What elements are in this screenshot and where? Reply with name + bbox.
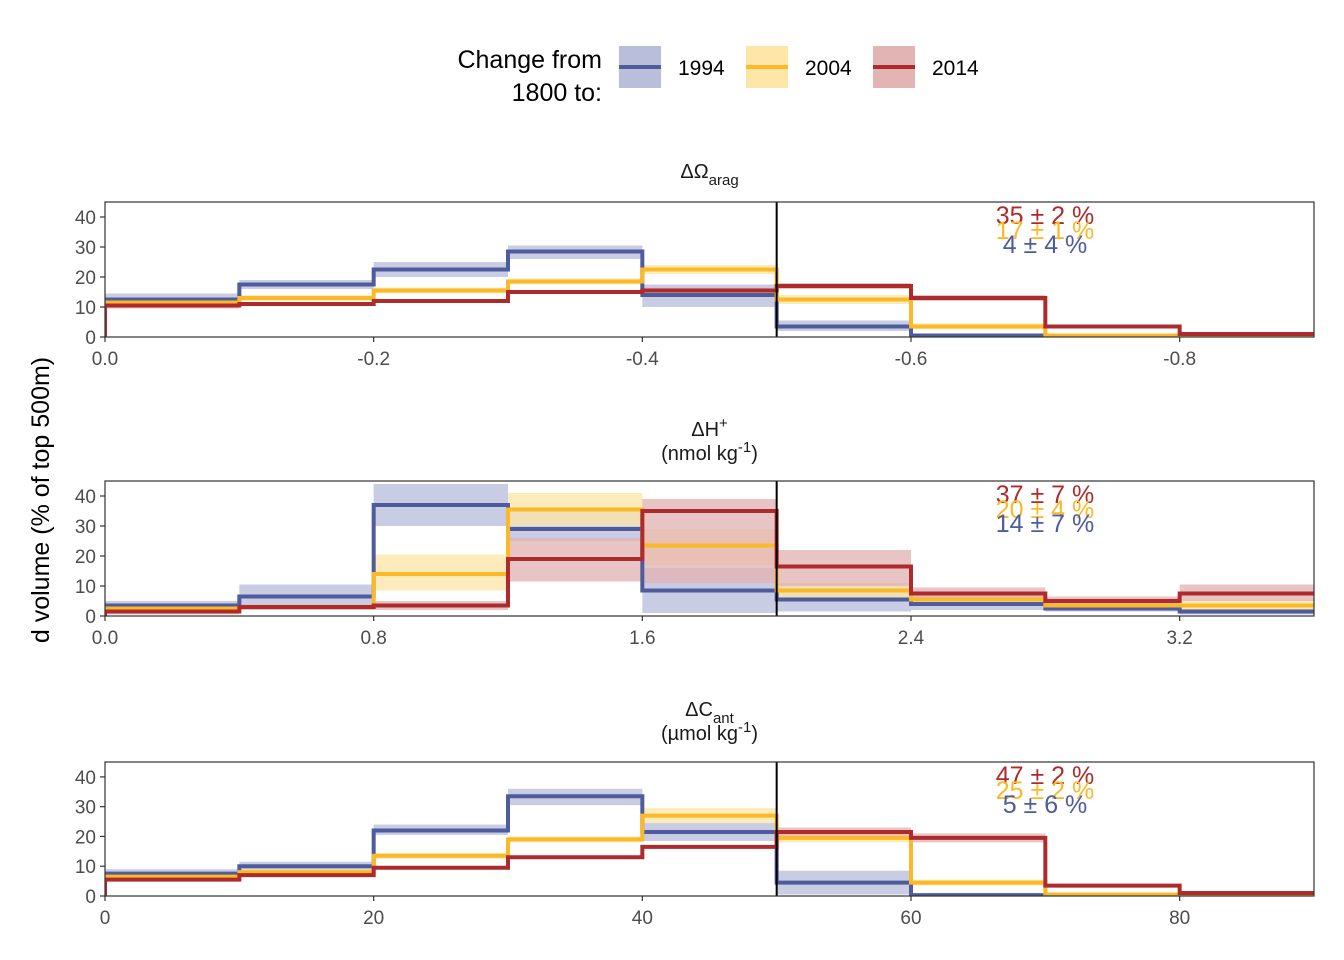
- y-tick-label: 40: [75, 768, 96, 789]
- percent-annotation: 5 ± 6 %: [1003, 791, 1088, 819]
- legend-title-line2: 1800 to:: [512, 79, 602, 107]
- x-tick-label: 0: [100, 908, 111, 929]
- y-axis-label: d volume (% of top 500m): [27, 357, 55, 643]
- plot-content: [105, 788, 1314, 896]
- panel-border: [104, 480, 1315, 617]
- x-tick-label: 0.0: [92, 628, 118, 649]
- panel-c-ant: ΔCant(µmol kg-1) 0 10 20 30 40 0 20 40 60 80 47 ± …: [75, 699, 1315, 929]
- x-tick-label: 60: [900, 908, 921, 929]
- panel-title-text: ΔH+: [691, 415, 728, 441]
- x-tick-label: 3.2: [1166, 628, 1192, 649]
- y-tick-label: 40: [75, 487, 96, 508]
- x-tick-label: -0.4: [626, 349, 659, 370]
- percent-annotation: 4 ± 4 %: [1003, 231, 1088, 259]
- percent-annotation: 37 ± 7 %: [996, 481, 1095, 509]
- legend-items: 1994 2004 2014: [619, 46, 979, 88]
- y-tick-label: 20: [75, 268, 96, 289]
- panel-h-plus: ΔH+(nmol kg-1) 0 10 20 30 40 0.0 0.8 1.6 2.4 3.2 3…: [75, 415, 1315, 649]
- step-line-2004: [105, 813, 1314, 896]
- plot-area: 0 10 20 30 40 0 20 40 60 80 47 ± 2 %25 ± 2 %5 ± 6 …: [75, 761, 1315, 929]
- x-tick-label: 40: [632, 908, 653, 929]
- x-tick-label: -0.2: [357, 349, 390, 370]
- x-tick-label: -0.8: [1163, 349, 1196, 370]
- band-group-1994: [105, 788, 1314, 896]
- legend-item-2014: 2014: [873, 46, 979, 88]
- y-tick-label: 10: [75, 298, 96, 319]
- legend-label: 1994: [678, 57, 725, 80]
- y-tick-label: 10: [75, 577, 96, 598]
- step-line-1994: [105, 503, 1314, 616]
- y-tick-label: 0: [85, 328, 96, 349]
- panel-title-text: ΔCant: [685, 699, 734, 727]
- percent-annotation: 35 ± 2 %: [996, 202, 1095, 230]
- x-tick-label: 20: [363, 908, 384, 929]
- y-tick-label: 20: [75, 547, 96, 568]
- band-group-2004: [105, 808, 1314, 896]
- x-tick-label: 80: [1169, 908, 1190, 929]
- percent-annotation: 47 ± 2 %: [996, 762, 1095, 790]
- percent-annotation: 20 ± 4 %: [996, 496, 1095, 524]
- percent-annotation: 17 ± 1 %: [996, 217, 1095, 245]
- panel-unit-text: (µmol kg-1): [661, 719, 758, 745]
- panel-unit-text: (nmol kg-1): [661, 439, 758, 465]
- panel-title: ΔCant(µmol kg-1): [661, 699, 758, 745]
- y-tick-label: 0: [85, 887, 96, 908]
- step-line-2014: [105, 284, 1314, 337]
- panel-omega-arag: ΔΩarag 0 10 20 30 40 0.0 -0.2 -0.4 -0.6 -0.8 35 ± …: [75, 161, 1315, 370]
- plot-content: [105, 484, 1314, 616]
- legend-title-line1: Change from: [457, 46, 602, 74]
- panel-title: ΔΩarag: [680, 161, 738, 189]
- legend-label: 2004: [805, 57, 852, 80]
- panel-title: ΔH+(nmol kg-1): [661, 415, 758, 465]
- panel-border: [104, 761, 1315, 897]
- step-line-2014: [105, 829, 1314, 896]
- x-tick-label: -0.6: [895, 349, 928, 370]
- y-tick-label: 20: [75, 827, 96, 848]
- percent-annotation: 25 ± 2 %: [996, 777, 1095, 805]
- x-tick-label: 2.4: [898, 628, 925, 649]
- panel-border: [104, 201, 1315, 338]
- legend-item-2004: 2004: [746, 46, 852, 88]
- y-tick-label: 10: [75, 857, 96, 878]
- plot-content: [105, 245, 1314, 337]
- y-tick-label: 30: [75, 238, 96, 259]
- y-tick-label: 40: [75, 208, 96, 229]
- step-line-1994: [105, 249, 1314, 337]
- legend: Change from 1800 to: 1994 2004 2014: [457, 46, 979, 107]
- legend-item-1994: 1994: [619, 46, 725, 88]
- percent-annotation: 14 ± 7 %: [996, 510, 1095, 538]
- x-tick-label: 1.6: [629, 628, 655, 649]
- y-tick-label: 30: [75, 517, 96, 538]
- legend-label: 2014: [932, 57, 979, 80]
- y-tick-label: 30: [75, 798, 96, 819]
- plot-area: 0 10 20 30 40 0.0 0.8 1.6 2.4 3.2 37 ± 7 %20 ± 4 %…: [75, 480, 1315, 649]
- panel-title-text: ΔΩarag: [680, 161, 738, 189]
- plot-area: 0 10 20 30 40 0.0 -0.2 -0.4 -0.6 -0.8 35 ± 2 %17 ±…: [75, 201, 1315, 370]
- step-line-2014: [105, 509, 1314, 616]
- x-tick-label: 0.0: [92, 349, 118, 370]
- x-tick-label: 0.8: [360, 628, 386, 649]
- step-line-2004: [105, 267, 1314, 337]
- y-tick-label: 0: [85, 607, 96, 628]
